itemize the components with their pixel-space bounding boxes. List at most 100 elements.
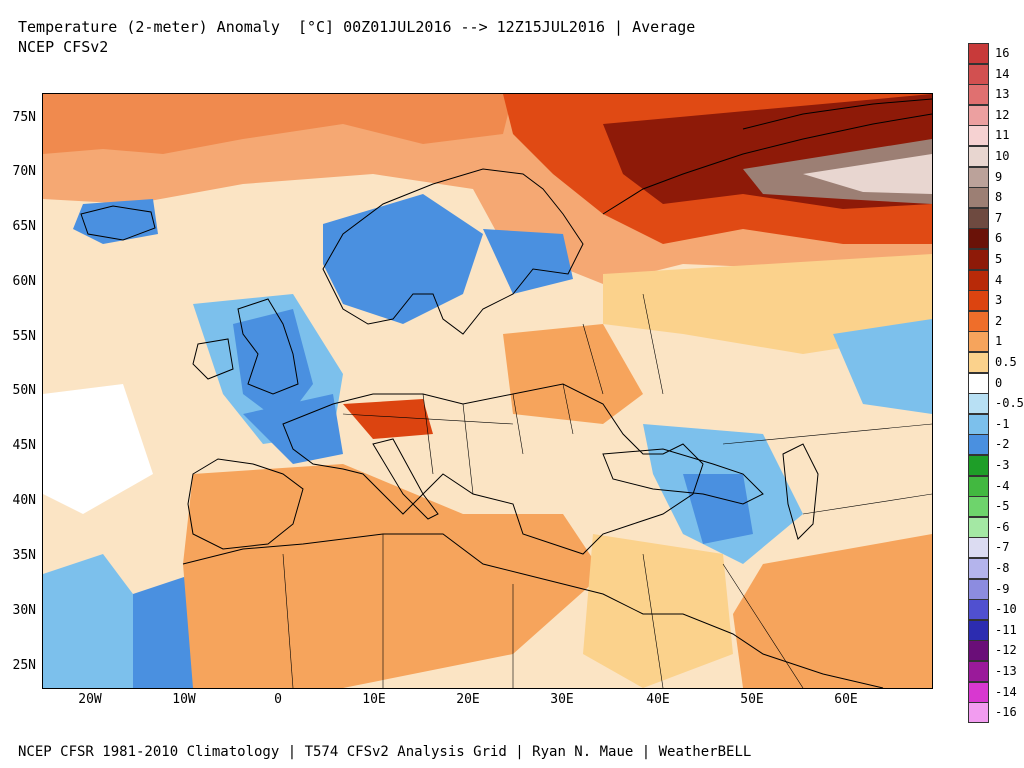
legend-label: 14: [995, 66, 1010, 81]
legend-label: 16: [995, 46, 1010, 60]
legend-swatch: [968, 496, 989, 518]
legend-swatch: [968, 413, 989, 435]
lat-label-60n: 60N: [12, 274, 36, 289]
lat-label-50n: 50N: [12, 383, 36, 398]
iceland-outline: [80, 205, 156, 241]
legend-swatch: [968, 187, 989, 209]
legend-label: -2: [995, 437, 1010, 452]
legend-swatch: [968, 43, 989, 64]
azores-neutral-region: [43, 384, 153, 514]
legend-label: -3: [995, 458, 1010, 472]
legend-swatch: [968, 125, 989, 147]
legend-swatch: [968, 372, 989, 394]
legend-label: -16: [995, 705, 1017, 720]
france-cold-region: [243, 394, 343, 464]
lat-label-25n: 25N: [12, 658, 36, 673]
lat-label-75n: 75N: [12, 110, 36, 125]
north-africa-warm-region: [183, 464, 603, 688]
legend-label: -14: [995, 684, 1017, 699]
alps-hot-spot: [343, 399, 433, 439]
legend-swatch: [968, 249, 989, 270]
lat-label-40n: 40N: [12, 493, 36, 508]
legend-label: 9: [995, 169, 1003, 184]
britain-cold-core: [233, 309, 313, 424]
caspian-sea-outline: [782, 443, 819, 540]
legend-swatch: [968, 702, 989, 724]
legend-swatch: [968, 352, 989, 373]
eastern-europe-warm: [503, 324, 643, 424]
great-britain-outline: [237, 298, 299, 395]
legend-swatch: [968, 681, 989, 703]
legend-swatch: [968, 146, 989, 167]
morocco-coast-cold: [133, 574, 203, 688]
legend-swatch: [968, 207, 989, 229]
lat-label-30n: 30N: [12, 603, 36, 618]
anomaly-field: [43, 94, 932, 688]
lon-label-20e: 20E: [456, 692, 480, 707]
scandinavia-cold-region: [323, 194, 483, 324]
lon-label-40e: 40E: [646, 692, 670, 707]
caucasus-cold-core: [683, 474, 753, 544]
legend-label: 5: [995, 252, 1003, 266]
arabia-mild-region: [583, 534, 733, 688]
legend-swatch: [968, 104, 989, 126]
legend-label: -8: [995, 561, 1010, 575]
legend-label: -4: [995, 478, 1010, 493]
legend-label: -7: [995, 540, 1010, 555]
lat-label-45n: 45N: [12, 438, 36, 453]
legend-label: 3: [995, 293, 1003, 308]
legend-swatch: [968, 269, 989, 291]
legend-label: 1: [995, 334, 1003, 349]
legend-swatch: [968, 619, 989, 641]
lon-label-10e: 10E: [362, 692, 386, 707]
legend-label: 6: [995, 231, 1003, 246]
legend-swatch: [968, 393, 989, 415]
legend-label: 4: [995, 272, 1003, 287]
legend-swatch: [968, 290, 989, 312]
legend-label: -10: [995, 602, 1017, 617]
legend-label: 0.5: [995, 355, 1017, 369]
russia-arctic-coast: [602, 113, 932, 215]
scandinavia-outline: [322, 168, 584, 335]
anomaly-map: [42, 93, 933, 689]
legend-swatch: [968, 434, 989, 456]
kazakhstan-cool-region: [833, 319, 932, 414]
lat-label-65n: 65N: [12, 219, 36, 234]
legend-label: 10: [995, 149, 1010, 163]
legend-swatch: [968, 228, 989, 250]
finland-cold-region: [483, 229, 573, 294]
legend-swatch: [968, 331, 989, 353]
north-atlantic-warm-region: [43, 94, 513, 154]
ireland-outline: [192, 338, 234, 380]
legend-swatch: [968, 578, 989, 600]
legend-swatch: [968, 310, 989, 332]
legend-swatch: [968, 640, 989, 662]
map-subtitle: NCEP CFSv2: [18, 38, 109, 56]
lat-label-70n: 70N: [12, 164, 36, 179]
lat-label-35n: 35N: [12, 548, 36, 563]
legend-swatch: [968, 455, 989, 476]
lon-label-20w: 20W: [78, 692, 102, 707]
extreme-warm-peak: [803, 154, 932, 194]
map-title: Temperature (2-meter) Anomaly [°C] 00Z01…: [18, 18, 696, 36]
legend-label: -9: [995, 581, 1010, 596]
legend-swatch: [968, 516, 989, 538]
legend-label: -11: [995, 622, 1017, 637]
legend-label: -1: [995, 416, 1010, 431]
legend-label: -0.5: [995, 396, 1024, 411]
north-africa-coast: [182, 533, 884, 688]
political-borders: [282, 293, 932, 688]
lon-label-10w: 10W: [172, 692, 196, 707]
legend-label: 12: [995, 107, 1010, 122]
legend-label: -5: [995, 499, 1010, 514]
legend-swatch: [968, 63, 989, 85]
legend-swatch: [968, 599, 989, 621]
legend-label: -13: [995, 664, 1017, 678]
novaya-zemlya-outline: [742, 98, 932, 130]
russia-mild-band: [603, 254, 932, 354]
legend-swatch: [968, 84, 989, 106]
legend-label: 2: [995, 313, 1003, 328]
legend-swatch: [968, 558, 989, 579]
legend-swatch: [968, 166, 989, 188]
lon-label-50e: 50E: [740, 692, 764, 707]
